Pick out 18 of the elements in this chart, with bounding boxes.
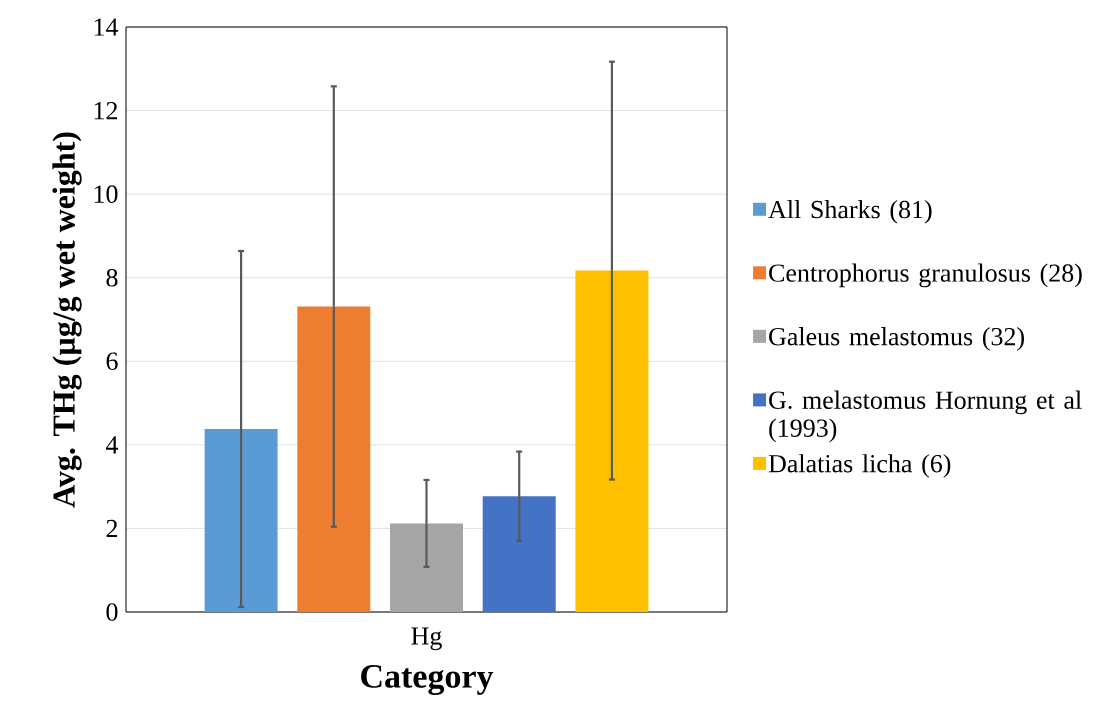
y-tick-label: 14 bbox=[94, 18, 119, 36]
y-tick-label: 10 bbox=[94, 185, 118, 203]
x-tick-label: Hg bbox=[411, 627, 442, 651]
y-tick-label: 8 bbox=[106, 268, 118, 287]
legend-label: Centrophorus granulosus (28) bbox=[769, 263, 1082, 288]
y-tick-label: 0 bbox=[106, 603, 118, 621]
y-tick-label: 6 bbox=[106, 352, 118, 371]
y-tick-label: 2 bbox=[106, 519, 118, 538]
legend-label: All Sharks (81) bbox=[768, 200, 932, 224]
bar bbox=[390, 523, 463, 612]
legend-label: Galeus melastomus (32) bbox=[769, 327, 1024, 351]
y-tick-label: 4 bbox=[106, 436, 119, 454]
legend-label: Dalatias licha (6) bbox=[768, 454, 951, 478]
y-tick-label: 12 bbox=[94, 101, 118, 120]
bar bbox=[482, 496, 556, 612]
legend-label: G. melastomus Hornung et al (1993) bbox=[769, 390, 1082, 443]
y-axis-title: Avg. THg (µg/g wet weight) bbox=[52, 132, 82, 508]
x-axis-title: Category bbox=[361, 664, 494, 696]
